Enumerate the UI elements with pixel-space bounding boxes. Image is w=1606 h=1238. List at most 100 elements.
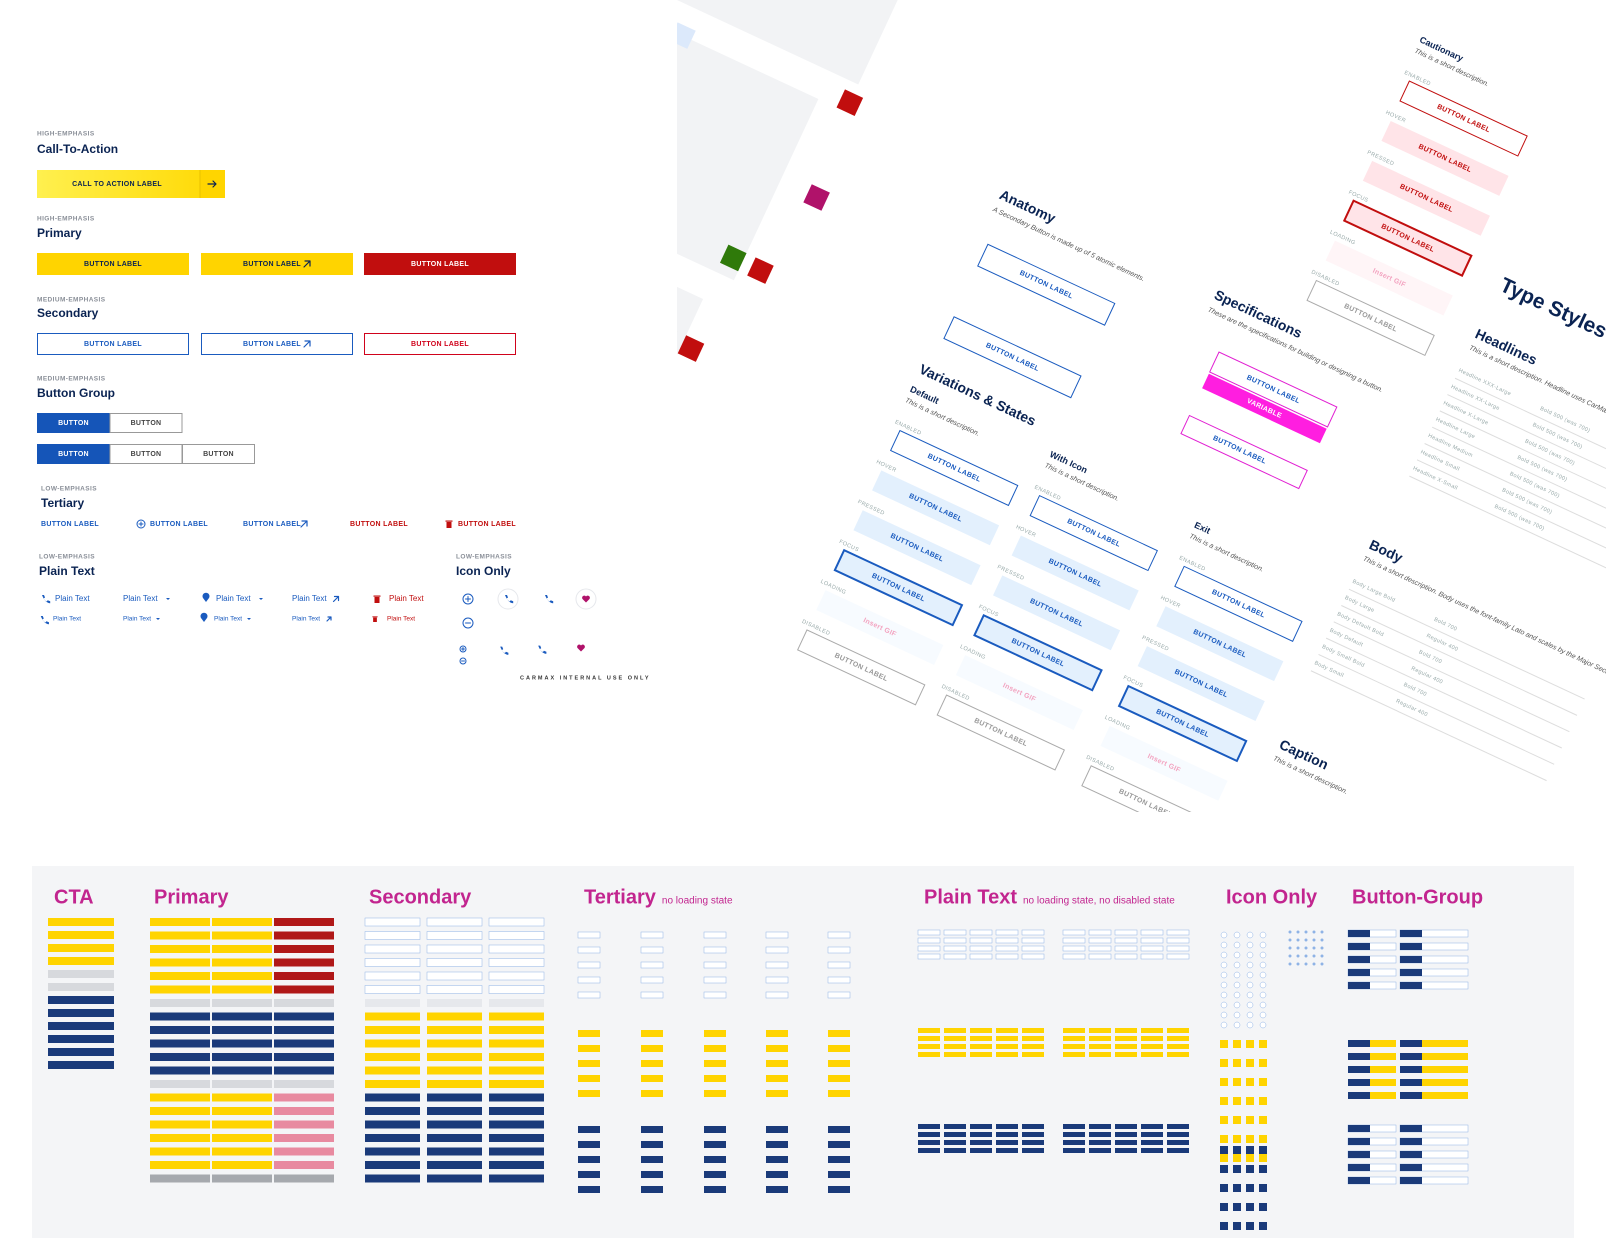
mini-button [365,1147,420,1156]
row-rule [1348,588,1585,700]
mini-button [943,953,967,960]
mini-button [364,958,421,967]
mini-button [489,1161,544,1169]
mini-button [995,937,1019,944]
mini-button [765,991,789,999]
icon [207,180,217,188]
mini-button [996,1148,1018,1153]
mini-button [1400,1164,1422,1171]
mini-button [1400,1053,1422,1060]
row-rule [1318,653,1555,765]
mini-button [1089,1052,1111,1057]
mini-button [48,1048,114,1056]
section-title: Plain Text [924,886,1017,908]
doc-card [677,0,819,281]
mini-button [274,1161,334,1169]
mini-button [918,1124,940,1129]
mini-button [578,1075,600,1082]
mini-button [1115,1036,1137,1041]
icon [138,521,144,527]
label: MEDIUM-EMPHASIS [37,297,106,304]
mini-button [827,976,851,984]
mini-button [364,917,421,927]
mini-button [943,929,967,936]
swatch [435,449,529,528]
mini-button [274,1066,334,1075]
mini-button [1259,1040,1267,1048]
mini-button [427,1026,482,1034]
mini-button [704,1045,726,1052]
mini-button [488,985,545,994]
swatch [677,22,696,49]
mini-button [1348,1164,1370,1171]
mini-button [427,1066,482,1075]
mini-button [427,1161,482,1169]
mini-button [1246,1097,1254,1105]
mini-button [765,946,789,954]
mini-button [704,1156,726,1163]
mini-icon [1320,930,1324,934]
mini-button [1400,1066,1468,1073]
mini-button [1246,1146,1254,1154]
mini-button [944,1140,966,1145]
mini-button [212,1174,272,1183]
mini-button [426,931,483,940]
mini-button [641,1171,663,1178]
spec-box [1180,414,1308,490]
label: Secondary [37,306,99,320]
mini-icon [1220,1001,1228,1009]
mini-button [1259,1078,1267,1086]
mini-button [1348,1053,1396,1060]
mini-button [365,1066,420,1075]
mini-button [766,1126,788,1133]
mini-icon [1312,954,1316,958]
mini-button [996,1052,1018,1057]
doc-button [1342,199,1473,277]
mini-button [828,1030,850,1037]
mini-button [995,953,1019,960]
mini-button [212,918,272,926]
mini-button [1088,929,1112,936]
button-label: BUTTON LABEL [41,521,99,528]
mini-button [1400,1079,1468,1086]
row-rule [1439,410,1606,522]
mini-button [828,1045,850,1052]
mini-button [1220,1078,1228,1086]
mini-icon [1246,1021,1254,1029]
mini-button [766,1186,788,1193]
mini-button [828,1156,850,1163]
mini-button [1062,929,1086,936]
mini-button [274,1174,334,1183]
mini-button [1089,1124,1111,1129]
trash-icon [373,595,381,597]
mini-button [427,1134,482,1142]
label: Primary [37,226,82,240]
mini-button [427,1107,482,1115]
label: LOW-EMPHASIS [456,554,512,561]
mini-button [1400,1151,1422,1158]
mini-button [827,961,851,969]
mini-button [274,1026,334,1034]
mini-button [365,1026,420,1034]
mini-icon [1304,962,1308,966]
mini-button [48,996,114,1004]
mini-icon [1220,931,1228,939]
mini-button [1259,1146,1267,1154]
mini-button [1022,1044,1044,1049]
button-label: BUTTON [131,420,162,427]
label: MEDIUM-EMPHASIS [37,376,106,383]
trash-icon [374,597,380,603]
section-note: no loading state [662,896,733,907]
mini-icon [1304,946,1308,950]
mini-icon [1259,971,1267,979]
mini-icon [1312,946,1316,950]
mini-button [1400,1092,1422,1099]
mini-button [1089,1132,1111,1137]
mini-button [1063,1140,1085,1145]
mini-button [578,1045,600,1052]
button-label: BUTTON LABEL [243,341,301,348]
mini-button [1022,1028,1044,1033]
mini-button [578,1060,600,1067]
mini-button [917,929,941,936]
mini-button [1220,1059,1228,1067]
